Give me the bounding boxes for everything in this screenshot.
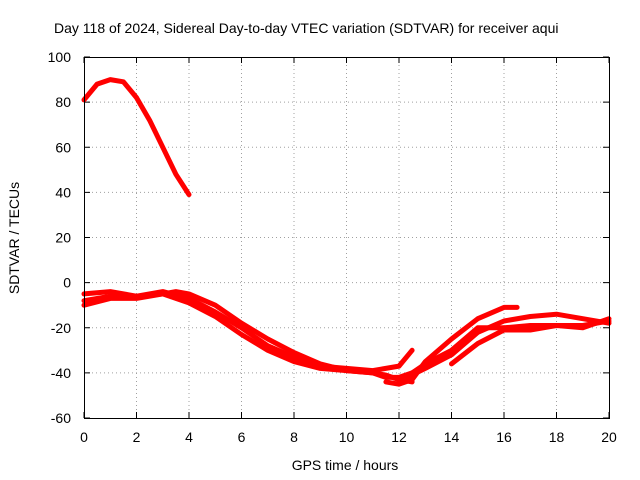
y-tick-label: 60 xyxy=(55,139,71,155)
x-tick-label: 4 xyxy=(185,429,193,445)
chart-title: Day 118 of 2024, Sidereal Day-to-day VTE… xyxy=(54,20,558,36)
y-tick-label: 80 xyxy=(55,94,71,110)
data-series xyxy=(81,77,612,387)
y-tick-label: -20 xyxy=(51,320,71,336)
x-tick-label: 12 xyxy=(391,429,407,445)
series-line-band-7 xyxy=(449,316,612,367)
y-tick-labels: -60 -40 -20 0 20 40 60 80 100 xyxy=(48,49,72,426)
y-tick-label: -60 xyxy=(51,410,71,426)
x-tick-label: 14 xyxy=(444,429,460,445)
y-tick-label: -40 xyxy=(51,365,71,381)
x-axis-title: GPS time / hours xyxy=(292,457,399,473)
x-tick-label: 0 xyxy=(80,429,88,445)
series-line-band-3 xyxy=(81,291,454,380)
plot-frame xyxy=(84,57,610,419)
series-line-band-5 xyxy=(404,311,612,380)
y-tick-label: 20 xyxy=(55,230,71,246)
x-tick-label: 20 xyxy=(601,429,617,445)
grid-lines xyxy=(83,56,610,419)
x-tick-label: 2 xyxy=(133,429,141,445)
x-tick-labels: 0 2 4 6 8 10 12 14 16 18 20 xyxy=(80,429,617,445)
y-tick-label: 0 xyxy=(63,275,71,291)
series-line-arc-1 xyxy=(81,77,192,198)
y-tick-label: 100 xyxy=(48,49,72,65)
series-line-band-4 xyxy=(383,304,520,387)
x-tick-label: 8 xyxy=(290,429,298,445)
x-tick-label: 6 xyxy=(238,429,246,445)
y-axis-title: SDTVAR / TECUs xyxy=(6,182,22,294)
y-tick-label: 40 xyxy=(55,184,71,200)
x-tick-label: 10 xyxy=(339,429,355,445)
x-tick-label: 18 xyxy=(549,429,565,445)
x-tick-label: 16 xyxy=(496,429,512,445)
